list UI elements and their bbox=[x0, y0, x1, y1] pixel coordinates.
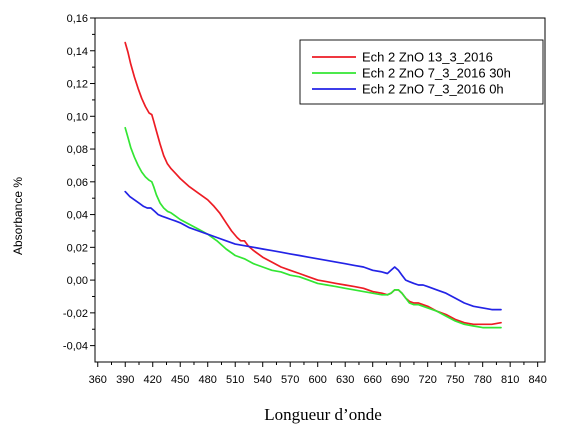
y-tick-label: 0,12 bbox=[67, 79, 88, 91]
x-axis-title: Longueur d’onde bbox=[264, 405, 382, 424]
series-line-1 bbox=[124, 41, 502, 326]
legend-item: Ech 2 ZnO 13_3_2016 bbox=[312, 50, 493, 65]
legend-label-2: Ech 2 ZnO 7_3_2016 30h bbox=[362, 66, 511, 81]
y-tick-label: 0,02 bbox=[67, 242, 88, 254]
x-tick-label: 780 bbox=[473, 374, 491, 386]
y-tick-label: 0,10 bbox=[67, 111, 88, 123]
x-tick-label: 480 bbox=[199, 374, 217, 386]
x-tick-label: 660 bbox=[364, 374, 382, 386]
y-tick-label: -0,02 bbox=[63, 308, 88, 320]
x-tick-label: 690 bbox=[391, 374, 409, 386]
y-tick-label: 0,00 bbox=[67, 275, 88, 287]
plot-frame bbox=[94, 17, 546, 363]
x-tick-label: 510 bbox=[226, 374, 244, 386]
legend-box bbox=[299, 39, 544, 105]
y-tick-label: 0,08 bbox=[67, 144, 88, 156]
legend: Ech 2 ZnO 13_3_2016 Ech 2 ZnO 7_3_2016 3… bbox=[299, 39, 544, 105]
legend-item: Ech 2 ZnO 7_3_2016 30h bbox=[312, 66, 511, 81]
x-tick-label: 360 bbox=[89, 374, 107, 386]
x-tick-label: 420 bbox=[144, 374, 162, 386]
y-tick-label: 0,04 bbox=[67, 210, 88, 222]
series-lines bbox=[124, 41, 502, 329]
x-tick-label: 630 bbox=[336, 374, 354, 386]
x-tick-label: 600 bbox=[309, 374, 327, 386]
plot-area-border bbox=[94, 17, 546, 363]
series-line-2 bbox=[124, 126, 502, 329]
series-line-3 bbox=[124, 190, 502, 311]
y-tick-label: 0,14 bbox=[67, 46, 88, 58]
y-tick-label: 0,16 bbox=[67, 13, 88, 25]
x-tick-label: 750 bbox=[446, 374, 464, 386]
y-axis-title: Absorbance % bbox=[11, 177, 25, 255]
y-tick-label: 0,06 bbox=[67, 177, 88, 189]
x-tick-label: 450 bbox=[171, 374, 189, 386]
x-tick-label: 720 bbox=[419, 374, 437, 386]
x-tick-label: 390 bbox=[116, 374, 134, 386]
legend-item: Ech 2 ZnO 7_3_2016 0h bbox=[312, 82, 504, 97]
x-tick-label: 570 bbox=[281, 374, 299, 386]
x-tick-label: 840 bbox=[528, 374, 546, 386]
y-tick-label: -0,04 bbox=[63, 341, 88, 353]
axis-ticks: 360 390 420 450 480 510 540 570 600 630 660 690 720 7… bbox=[63, 13, 547, 386]
legend-label-3: Ech 2 ZnO 7_3_2016 0h bbox=[362, 82, 504, 97]
x-tick-label: 810 bbox=[501, 374, 519, 386]
legend-label-1: Ech 2 ZnO 13_3_2016 bbox=[362, 50, 493, 65]
x-tick-label: 540 bbox=[254, 374, 272, 386]
